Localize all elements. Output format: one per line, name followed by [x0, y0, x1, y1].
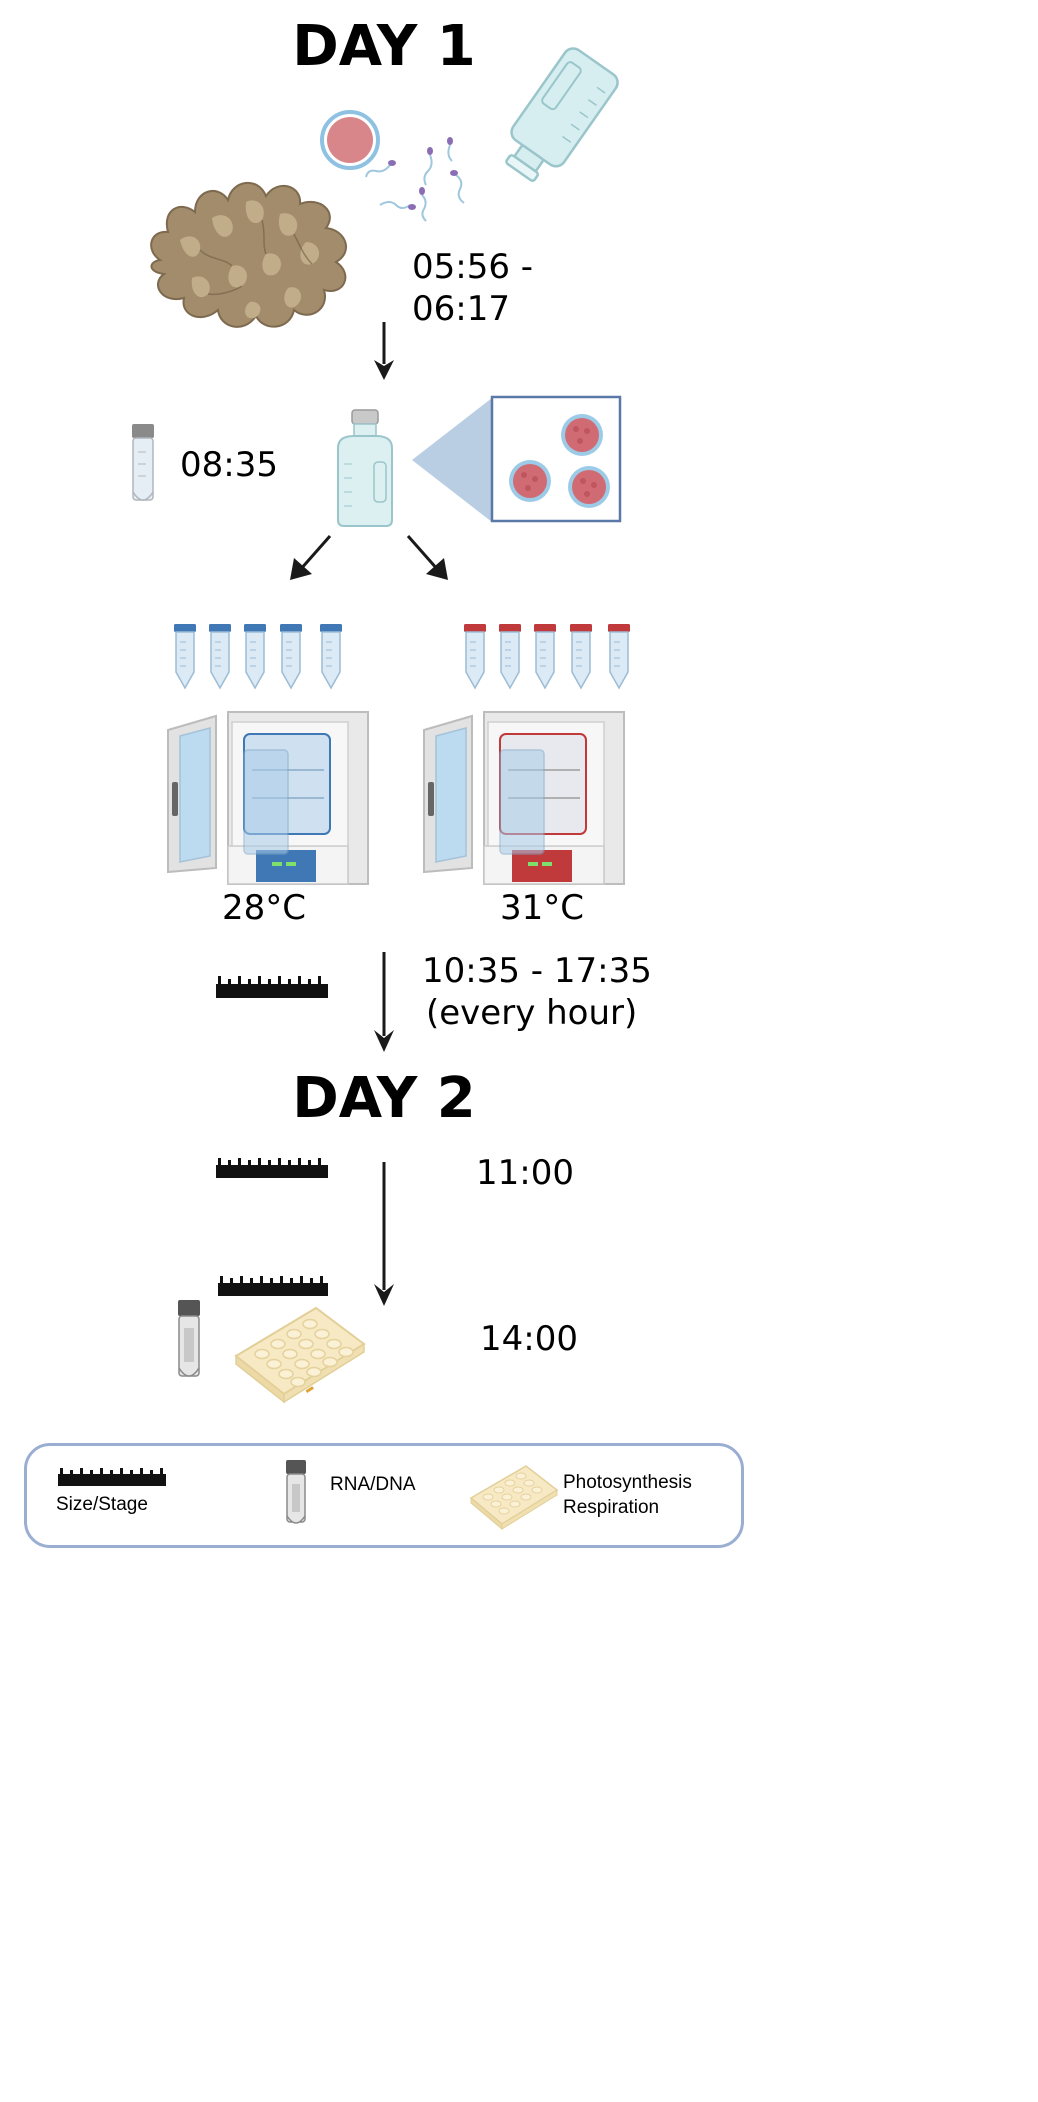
sperm-cells-icon — [365, 137, 465, 222]
tubes-31c-icon — [464, 623, 631, 690]
ruler-icon — [216, 1158, 328, 1178]
measure-time-line1: 10:35 - 17:35 — [422, 951, 652, 991]
arrow-right-split-icon — [406, 535, 448, 580]
incubator-31c-icon — [423, 711, 625, 885]
tubes-28c-icon — [174, 623, 343, 690]
coral-colony-icon — [150, 181, 347, 328]
water-bottle-icon — [505, 47, 619, 182]
day2-measure-time: 11:00 — [476, 1153, 574, 1193]
cryo-vial-icon — [178, 1300, 200, 1377]
zoom-cone-icon — [412, 398, 492, 522]
legend — [24, 1443, 744, 1548]
incubator-28c-icon — [167, 711, 369, 885]
ruler-icon — [218, 1276, 328, 1296]
arrow-left-split-icon — [290, 535, 332, 580]
legend-rna-dna: RNA/DNA — [330, 1474, 416, 1495]
legend-photosynthesis: Photosynthesis — [563, 1472, 692, 1493]
petri-dish-icon — [320, 110, 380, 170]
temperature-28c: 28°C — [222, 888, 307, 928]
sample-time: 08:35 — [180, 445, 278, 485]
arrow-down-icon — [374, 322, 394, 380]
measure-time-line2: (every hour) — [426, 993, 638, 1033]
culture-bottle-icon — [337, 409, 393, 527]
well-plate-icon — [234, 1306, 366, 1404]
arrow-down-icon — [374, 952, 394, 1052]
ruler-icon — [216, 976, 328, 998]
day2-final-time: 14:00 — [480, 1319, 578, 1359]
spawn-time-line1: 05:56 - — [412, 247, 534, 287]
larvae-magnified-icon — [490, 395, 622, 523]
cryo-vial-icon — [132, 424, 154, 501]
legend-respiration: Respiration — [563, 1497, 660, 1518]
temperature-31c: 31°C — [500, 888, 585, 928]
spawn-time-line2: 06:17 — [412, 289, 510, 329]
legend-ruler-icon — [58, 1468, 166, 1486]
legend-size-stage: Size/Stage — [56, 1494, 148, 1515]
legend-cryo-vial-icon — [286, 1460, 306, 1524]
day2-title: DAY 2 — [292, 1066, 476, 1131]
arrow-down-icon — [374, 1162, 394, 1306]
day1-title: DAY 1 — [292, 14, 476, 79]
legend-well-plate-icon — [469, 1465, 559, 1531]
